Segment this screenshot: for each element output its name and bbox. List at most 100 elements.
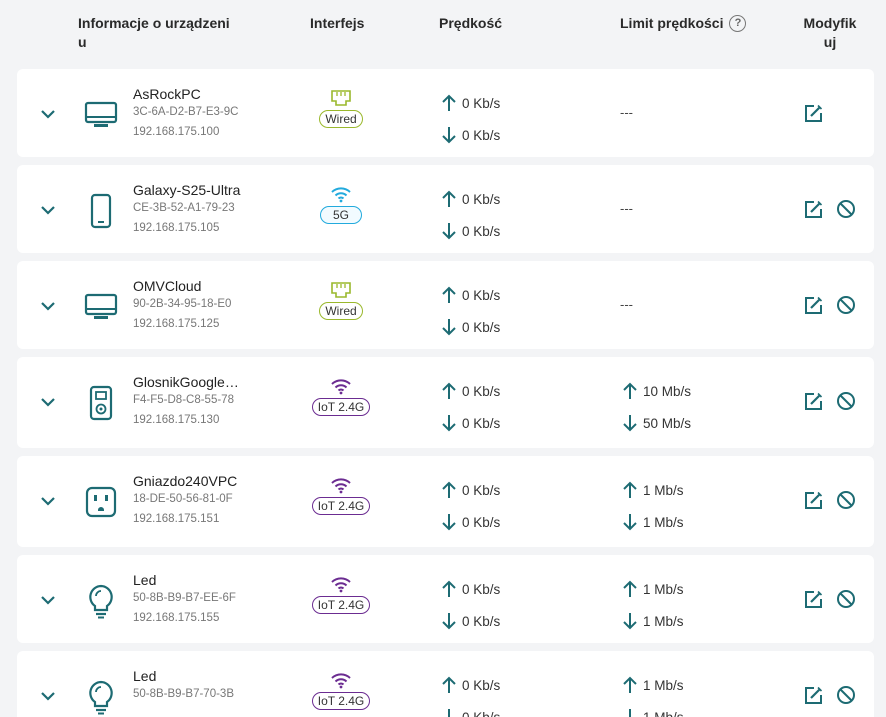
help-icon[interactable]: ? bbox=[729, 15, 747, 32]
download-speed: 0 Kb/s bbox=[462, 223, 501, 239]
block-icon[interactable] bbox=[836, 295, 856, 315]
interface-cell: IoT 2.4G bbox=[307, 575, 375, 625]
expand-chevron-icon[interactable] bbox=[39, 687, 57, 705]
edit-icon[interactable] bbox=[803, 685, 824, 706]
expand-chevron-icon[interactable] bbox=[39, 105, 57, 123]
wifi-icon bbox=[331, 379, 351, 395]
limit-download: 1 Mb/s bbox=[643, 709, 684, 717]
device-row: Galaxy-S25-Ultra CE-3B-52-A1-79-23 192.1… bbox=[17, 165, 874, 253]
arrow-down-icon bbox=[442, 613, 456, 630]
device-row: AsRockPC 3C-6A-D2-B7-E3-9C 192.168.175.1… bbox=[17, 69, 874, 157]
header-speed-limit: Limit prędkości ? bbox=[620, 14, 747, 33]
edit-icon[interactable] bbox=[803, 295, 824, 316]
arrow-up-icon bbox=[442, 286, 456, 303]
arrow-down-icon bbox=[623, 613, 637, 630]
device-name: GlosnikGoogle… bbox=[133, 374, 239, 390]
interface-cell: Wired bbox=[307, 89, 375, 139]
upload-speed: 0 Kb/s bbox=[462, 287, 501, 303]
arrow-up-icon bbox=[442, 481, 456, 498]
arrow-up-icon bbox=[623, 580, 637, 597]
block-icon[interactable] bbox=[836, 685, 856, 705]
arrow-up-icon bbox=[442, 382, 456, 399]
device-ip: 192.168.175.130 bbox=[133, 414, 220, 426]
current-speed: 0 Kb/s 0 Kb/s bbox=[442, 669, 500, 717]
arrow-down-icon bbox=[442, 223, 456, 240]
device-name: OMVCloud bbox=[133, 278, 202, 294]
arrow-up-icon bbox=[442, 190, 456, 207]
download-speed: 0 Kb/s bbox=[462, 319, 501, 335]
header-speed-limit-label: Limit prędkości bbox=[620, 15, 724, 31]
arrow-down-icon bbox=[448, 709, 450, 717]
arrow-up-icon bbox=[623, 382, 637, 399]
expand-chevron-icon[interactable] bbox=[39, 297, 57, 315]
speed-limit: 1 Mb/s 1 Mb/s bbox=[623, 573, 684, 637]
upload-speed: 0 Kb/s bbox=[462, 581, 501, 597]
device-mac: 3C-6A-D2-B7-E3-9C bbox=[133, 106, 239, 118]
wifi-icon bbox=[331, 673, 351, 689]
interface-cell: IoT 2.4G bbox=[307, 377, 375, 427]
interface-cell: IoT 2.4G bbox=[307, 671, 375, 717]
edit-icon[interactable] bbox=[803, 589, 824, 610]
expand-chevron-icon[interactable] bbox=[39, 492, 57, 510]
speed-limit: 1 Mb/s 1 Mb/s bbox=[623, 669, 684, 717]
block-icon[interactable] bbox=[836, 199, 856, 219]
arrow-down-icon bbox=[442, 127, 456, 144]
header-interface: Interfejs bbox=[310, 15, 365, 31]
iot-band-badge: IoT 2.4G bbox=[311, 398, 371, 416]
edit-icon[interactable] bbox=[803, 391, 824, 412]
expand-chevron-icon[interactable] bbox=[39, 591, 57, 609]
speed-limit: 10 Mb/s 50 Mb/s bbox=[623, 375, 691, 439]
interface-cell: 5G bbox=[307, 185, 375, 235]
iot-band-badge: IoT 2.4G bbox=[311, 692, 371, 710]
header-device-info: Informacje o urządzeni u bbox=[78, 15, 230, 50]
device-mac: 18-DE-50-56-81-0F bbox=[133, 493, 233, 505]
wifi-icon bbox=[331, 187, 351, 203]
device-row: GlosnikGoogle… F4-F5-D8-C8-55-78 192.168… bbox=[17, 357, 874, 448]
device-row: Led 50-8B-B9-B7-EE-6F 192.168.175.155 Io… bbox=[17, 555, 874, 643]
arrow-up-icon bbox=[442, 94, 456, 111]
bulb-icon bbox=[81, 581, 121, 621]
arrow-up-icon bbox=[442, 580, 456, 597]
device-ip: 192.168.175.151 bbox=[133, 513, 220, 525]
speed-limit-none: --- bbox=[620, 297, 633, 312]
expand-chevron-icon[interactable] bbox=[39, 393, 57, 411]
device-ip: 192.168.175.105 bbox=[133, 222, 220, 234]
limit-download: 1 Mb/s bbox=[643, 613, 684, 629]
wired-badge: Wired bbox=[319, 302, 363, 320]
block-icon[interactable] bbox=[836, 589, 856, 609]
edit-icon[interactable] bbox=[803, 103, 824, 124]
upload-speed: 0 Kb/s bbox=[462, 191, 501, 207]
monitor-icon bbox=[81, 95, 121, 135]
header-speed: Prędkość bbox=[439, 15, 503, 31]
device-row: OMVCloud 90-2B-34-95-18-E0 192.168.175.1… bbox=[17, 261, 874, 349]
device-mac: 50-8B-B9-B7-70-3B bbox=[133, 688, 234, 700]
iot-band-badge: IoT 2.4G bbox=[311, 497, 371, 515]
speaker-icon bbox=[81, 383, 121, 423]
ethernet-port-icon bbox=[331, 282, 351, 298]
wired-badge: Wired bbox=[319, 110, 363, 128]
wifi-icon bbox=[331, 478, 351, 494]
arrow-up-icon bbox=[442, 676, 456, 693]
block-icon[interactable] bbox=[836, 391, 856, 411]
expand-chevron-icon[interactable] bbox=[39, 201, 57, 219]
arrow-down-icon bbox=[442, 514, 456, 531]
device-name: Gniazdo240VPC bbox=[133, 473, 238, 489]
upload-speed: 0 Kb/s bbox=[462, 95, 501, 111]
block-icon[interactable] bbox=[836, 490, 856, 510]
download-speed: 0 Kb/s bbox=[462, 127, 501, 143]
monitor-icon bbox=[81, 287, 121, 327]
device-list: AsRockPC 3C-6A-D2-B7-E3-9C 192.168.175.1… bbox=[17, 69, 874, 717]
current-speed: 0 Kb/s 0 Kb/s bbox=[442, 279, 500, 343]
download-speed: 0 Kb/s bbox=[462, 709, 501, 717]
table-header: Informacje o urządzeni u Interfejs Prędk… bbox=[0, 0, 886, 64]
edit-icon[interactable] bbox=[803, 199, 824, 220]
speed-limit-none: --- bbox=[620, 201, 633, 216]
edit-icon[interactable] bbox=[803, 490, 824, 511]
download-speed: 0 Kb/s bbox=[462, 415, 501, 431]
arrow-up-icon bbox=[623, 481, 637, 498]
arrow-down-icon bbox=[442, 415, 456, 432]
current-speed: 0 Kb/s 0 Kb/s bbox=[442, 474, 500, 538]
ethernet-port-icon bbox=[331, 90, 351, 106]
limit-upload: 1 Mb/s bbox=[643, 482, 684, 498]
limit-upload: 1 Mb/s bbox=[643, 677, 684, 693]
